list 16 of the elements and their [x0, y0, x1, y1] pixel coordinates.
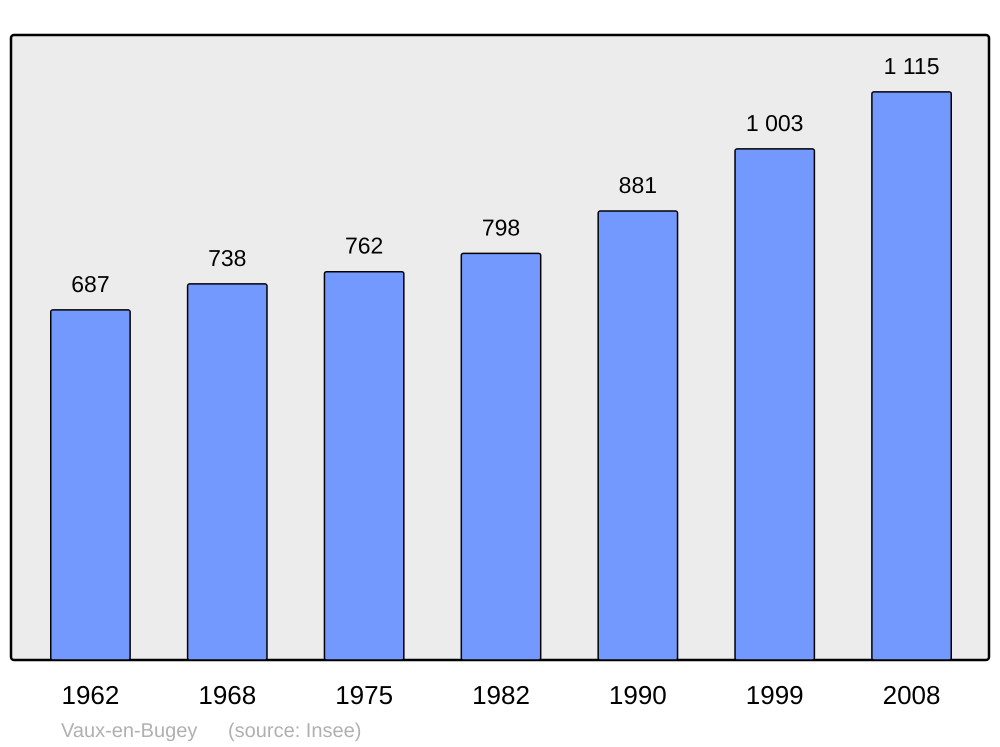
x-tick-label: 1999	[746, 680, 804, 710]
text: Vaux-en-Bugey	[61, 720, 198, 742]
data-label: 1 115	[884, 52, 940, 79]
data-label: 738	[208, 244, 246, 271]
data-label: 762	[344, 232, 384, 259]
x-tick-label: 1990	[608, 680, 667, 710]
text: (source: Insee)	[228, 720, 362, 742]
data-label: 881	[618, 172, 658, 198]
data-label: 687	[71, 270, 110, 297]
x-tick-label: 1975	[335, 680, 394, 710]
x-tick-label: 1968	[198, 680, 256, 710]
data-label: 798	[482, 214, 520, 240]
x-tick-label: 2008	[882, 680, 940, 710]
x-tick-label: 1982	[472, 680, 530, 710]
x-tick-label: 1962	[62, 680, 120, 710]
data-label: 1 003	[746, 110, 804, 136]
